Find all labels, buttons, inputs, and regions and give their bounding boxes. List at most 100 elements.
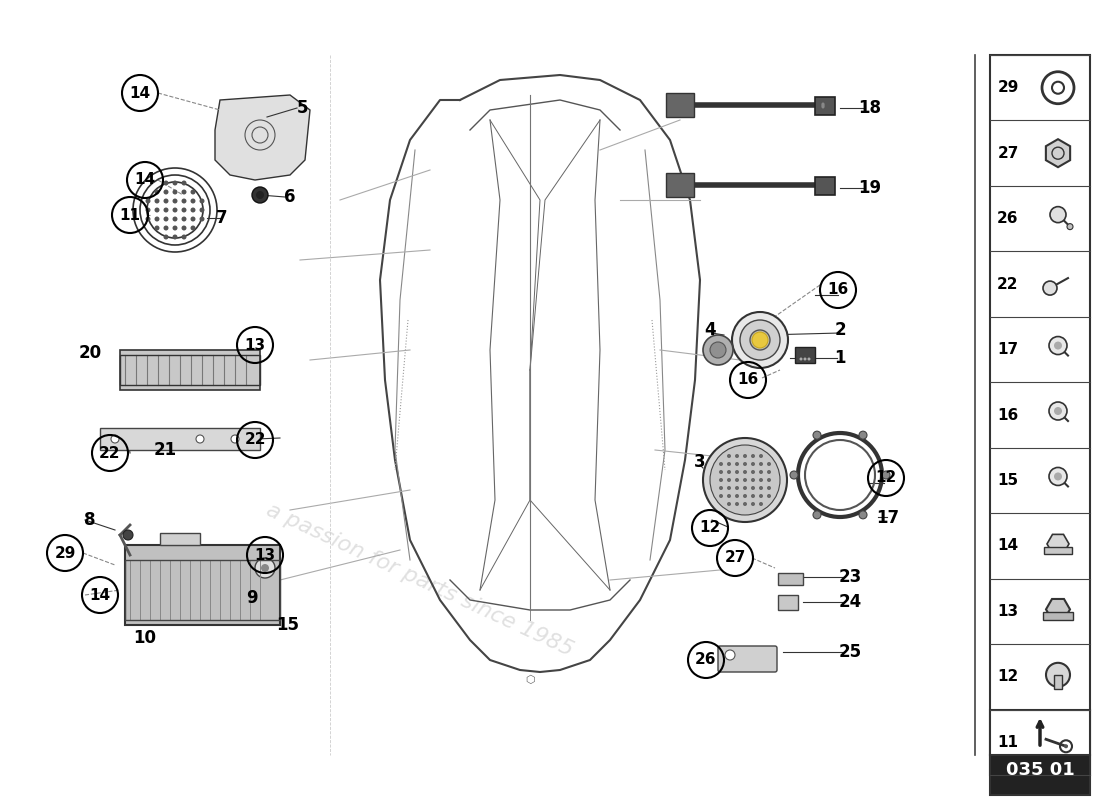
Circle shape	[735, 502, 739, 506]
Circle shape	[751, 454, 755, 458]
Circle shape	[822, 106, 825, 109]
Text: 11: 11	[120, 207, 141, 222]
Circle shape	[813, 511, 821, 519]
Circle shape	[759, 502, 763, 506]
Text: 4: 4	[704, 321, 716, 339]
Circle shape	[767, 462, 771, 466]
Circle shape	[751, 502, 755, 506]
Circle shape	[1049, 467, 1067, 486]
Circle shape	[154, 226, 160, 230]
Circle shape	[767, 486, 771, 490]
Circle shape	[742, 502, 747, 506]
Circle shape	[182, 234, 187, 239]
Bar	[120, 350, 260, 390]
Circle shape	[759, 494, 763, 498]
Bar	[778, 595, 798, 610]
Circle shape	[173, 234, 177, 239]
Circle shape	[1050, 206, 1066, 222]
Circle shape	[231, 435, 239, 443]
Circle shape	[182, 217, 187, 222]
Circle shape	[807, 358, 811, 361]
Text: 22: 22	[99, 446, 121, 461]
Text: 9: 9	[246, 589, 257, 607]
Text: a passion for parts since 1985: a passion for parts since 1985	[263, 500, 576, 660]
Circle shape	[173, 190, 177, 194]
Circle shape	[182, 181, 187, 186]
Circle shape	[719, 486, 723, 490]
Circle shape	[735, 470, 739, 474]
Circle shape	[767, 494, 771, 498]
Circle shape	[759, 478, 763, 482]
Text: 21: 21	[153, 441, 177, 459]
Circle shape	[759, 486, 763, 490]
Circle shape	[1067, 224, 1072, 230]
Bar	[795, 347, 815, 363]
Circle shape	[800, 358, 803, 361]
Circle shape	[164, 181, 168, 186]
Text: 25: 25	[838, 643, 861, 661]
Polygon shape	[1047, 534, 1069, 554]
Circle shape	[190, 226, 196, 230]
Text: 17: 17	[998, 342, 1019, 357]
Text: 16: 16	[737, 373, 759, 387]
Circle shape	[735, 486, 739, 490]
Circle shape	[190, 198, 196, 203]
FancyBboxPatch shape	[718, 646, 777, 672]
Circle shape	[173, 198, 177, 203]
Circle shape	[727, 470, 732, 474]
Circle shape	[725, 650, 735, 660]
Circle shape	[190, 190, 196, 194]
Bar	[815, 97, 835, 115]
Bar	[125, 560, 280, 620]
Circle shape	[173, 207, 177, 213]
Circle shape	[859, 511, 867, 519]
Text: 12: 12	[700, 521, 720, 535]
Text: 15: 15	[998, 473, 1019, 488]
Text: 20: 20	[78, 344, 101, 362]
Polygon shape	[214, 95, 310, 180]
Text: 13: 13	[998, 604, 1019, 619]
Text: 6: 6	[284, 188, 296, 206]
Circle shape	[1054, 407, 1062, 415]
Circle shape	[727, 462, 732, 466]
Circle shape	[719, 494, 723, 498]
Circle shape	[813, 431, 821, 439]
Text: 1: 1	[834, 349, 846, 367]
Circle shape	[255, 558, 275, 578]
Circle shape	[727, 486, 732, 490]
Circle shape	[742, 486, 747, 490]
Circle shape	[256, 191, 264, 199]
Text: 14: 14	[130, 86, 151, 101]
Text: 5: 5	[296, 99, 308, 117]
Bar	[1044, 547, 1072, 554]
Text: 12: 12	[876, 470, 896, 486]
Circle shape	[173, 217, 177, 222]
Text: 18: 18	[858, 99, 881, 117]
Circle shape	[703, 438, 786, 522]
Circle shape	[261, 564, 270, 572]
Circle shape	[735, 494, 739, 498]
Bar	[668, 95, 692, 115]
Circle shape	[199, 198, 205, 203]
Circle shape	[154, 190, 160, 194]
Bar	[100, 428, 260, 450]
Text: 7: 7	[217, 209, 228, 227]
Circle shape	[1043, 281, 1057, 295]
Circle shape	[727, 478, 732, 482]
Circle shape	[759, 462, 763, 466]
Circle shape	[742, 470, 747, 474]
Text: 16: 16	[827, 282, 848, 298]
Circle shape	[859, 431, 867, 439]
Text: 14: 14	[134, 173, 155, 187]
Bar	[1054, 675, 1062, 689]
Circle shape	[751, 462, 755, 466]
Text: 29: 29	[998, 80, 1019, 95]
Circle shape	[190, 207, 196, 213]
Circle shape	[742, 478, 747, 482]
Circle shape	[123, 530, 133, 540]
Text: 24: 24	[838, 593, 861, 611]
Text: 27: 27	[998, 146, 1019, 161]
Circle shape	[719, 478, 723, 482]
Circle shape	[1054, 342, 1062, 350]
Bar	[666, 93, 694, 117]
